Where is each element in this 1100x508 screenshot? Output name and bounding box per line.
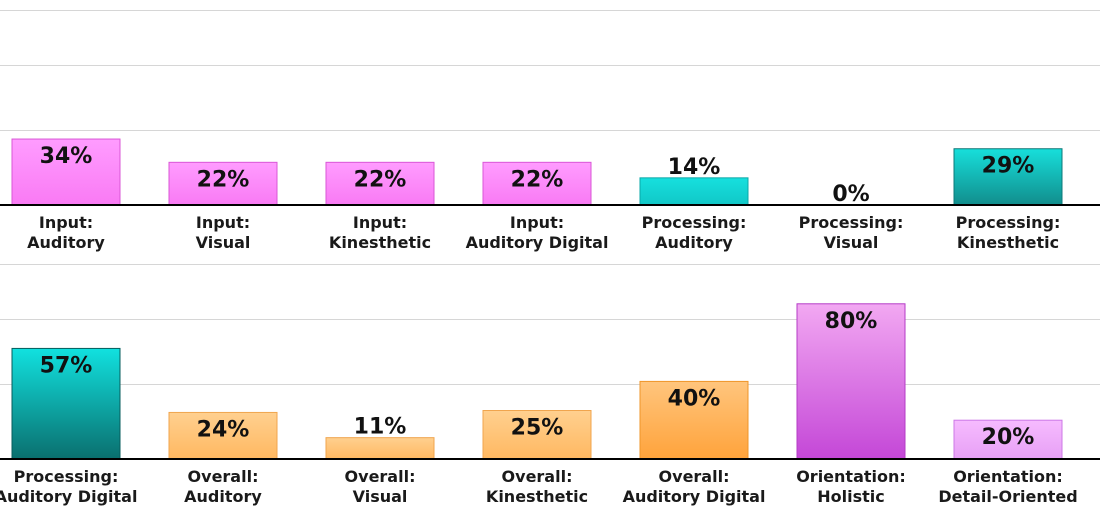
bar: [325, 161, 435, 206]
bar: [168, 161, 278, 206]
category-tick-label: Holistic: [817, 487, 885, 506]
chart-panel-2: 57%Processing:Auditory Digital24%Overall…: [0, 264, 1100, 506]
category-tick-label: Orientation:: [953, 467, 1063, 486]
bar: [482, 410, 592, 460]
data-label: 0%: [832, 182, 869, 207]
category-tick-label: Input:: [510, 213, 564, 232]
category-tick-label: Orientation:: [796, 467, 906, 486]
data-label: 25%: [511, 416, 564, 441]
data-label: 22%: [511, 167, 564, 192]
category-tick-label: Auditory Digital: [623, 487, 766, 506]
category-tick-label: Processing:: [14, 467, 119, 486]
data-label: 22%: [197, 167, 250, 192]
category-tick-label: Auditory Digital: [466, 233, 609, 252]
data-label: 20%: [982, 425, 1035, 450]
category-tick-label: Processing:: [642, 213, 747, 232]
category-tick-label: Auditory Digital: [0, 487, 137, 506]
category-tick-label: Auditory: [184, 487, 262, 506]
category-tick-label: Auditory: [655, 233, 733, 252]
category-tick-label: Processing:: [799, 213, 904, 232]
bar: [168, 411, 278, 460]
data-label: 22%: [354, 167, 407, 192]
data-label: 57%: [40, 353, 93, 378]
data-label: 40%: [668, 386, 721, 411]
data-label: 11%: [354, 415, 407, 440]
data-label: 34%: [40, 144, 93, 169]
chart-panel-1: 34%Input:Auditory22%Input:Visual22%Input…: [0, 10, 1100, 252]
category-tick-label: Kinesthetic: [329, 233, 431, 252]
category-tick-label: Overall:: [345, 467, 416, 486]
bar: [639, 380, 749, 460]
bar: [953, 419, 1063, 460]
category-tick-label: Overall:: [188, 467, 259, 486]
category-tick-label: Detail-Oriented: [938, 487, 1077, 506]
category-tick-label: Processing:: [956, 213, 1061, 232]
category-tick-label: Input:: [39, 213, 93, 232]
category-tick-label: Overall:: [659, 467, 730, 486]
category-tick-label: Visual: [824, 233, 879, 252]
bar: [11, 347, 121, 460]
category-tick-label: Overall:: [502, 467, 573, 486]
data-label: 29%: [982, 154, 1035, 179]
data-label: 80%: [825, 309, 878, 334]
bar: [796, 303, 906, 460]
category-tick-label: Input:: [353, 213, 407, 232]
bar: [11, 138, 121, 206]
category-tick-label: Kinesthetic: [957, 233, 1059, 252]
category-tick-label: Input:: [196, 213, 250, 232]
category-tick-label: Auditory: [27, 233, 105, 252]
category-tick-label: Kinesthetic: [486, 487, 588, 506]
data-label: 24%: [197, 417, 250, 442]
bar: [639, 177, 749, 206]
data-label: 14%: [668, 155, 721, 180]
category-tick-label: Visual: [353, 487, 408, 506]
category-tick-label: Visual: [196, 233, 251, 252]
bar: [325, 437, 435, 460]
